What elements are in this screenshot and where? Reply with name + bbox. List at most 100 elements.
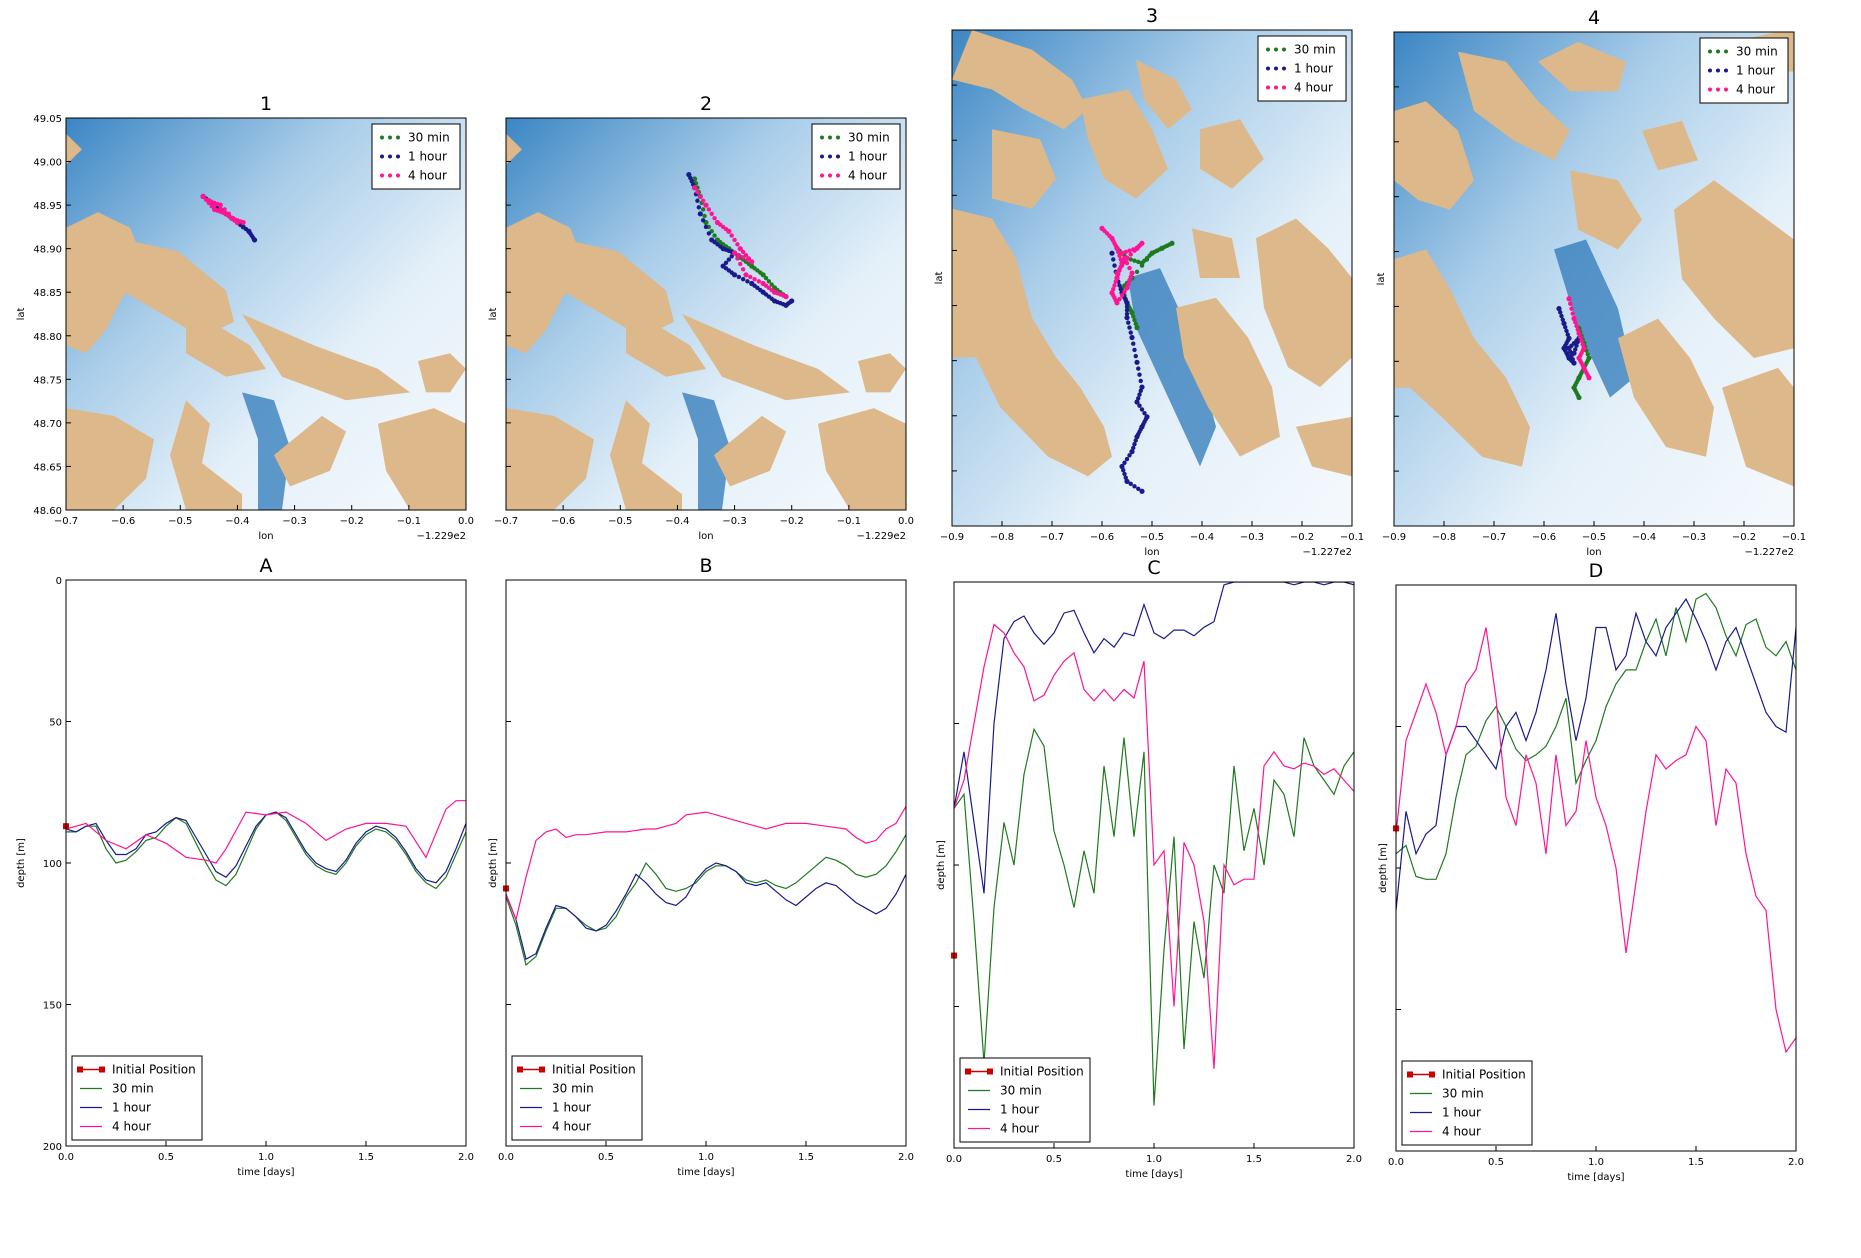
data-point: [1154, 248, 1160, 253]
legend-label: 1 hour: [552, 1101, 591, 1115]
y-axis-label: depth [m]: [1378, 843, 1389, 893]
data-point: [1134, 434, 1140, 440]
data-point: [1571, 315, 1577, 322]
land: [858, 353, 906, 393]
data-point: [1565, 332, 1570, 337]
data-point: [1586, 375, 1592, 381]
land: [1722, 367, 1794, 487]
legend-marker: [1716, 49, 1720, 54]
data-point: [1138, 378, 1143, 384]
x-axis-label: lon: [1586, 547, 1601, 558]
depthD-panel: D 0.0 0.5 1.0 1.5 2.0 time [days] depth [m] Init…: [1378, 560, 1804, 1183]
data-point: [1122, 259, 1127, 265]
legend-marker: [1282, 85, 1286, 90]
land: [952, 30, 1088, 130]
land: [186, 306, 266, 377]
x-tick-label: −0.1: [1782, 532, 1806, 543]
data-point: [1137, 403, 1142, 408]
data-point: [712, 215, 717, 221]
land: [992, 129, 1056, 209]
data-point: [1134, 399, 1140, 405]
data-point: [200, 193, 206, 199]
data-point: [222, 207, 227, 212]
land: [818, 408, 906, 510]
data-point: [731, 272, 738, 278]
data-point: [1118, 257, 1123, 262]
x-tick-label: 1.5: [358, 1152, 374, 1163]
x-tick-label: −0.2: [780, 516, 804, 527]
data-point: [1123, 475, 1128, 480]
data-point: [1117, 283, 1122, 288]
x-tick-label: −0.3: [1682, 532, 1706, 543]
legend-label: 4 hour: [1442, 1125, 1481, 1139]
data-point: [1112, 263, 1117, 268]
data-point: [1574, 323, 1579, 329]
legend-marker: [836, 173, 840, 178]
data-point: [1133, 321, 1138, 327]
data-point: [1126, 282, 1131, 287]
y-tick-label: 200: [43, 1142, 62, 1153]
data-point: [1139, 384, 1145, 390]
land: [242, 314, 410, 401]
legend-marker: [1724, 49, 1728, 54]
legend-label: 30 min: [1294, 43, 1336, 57]
x-tick-label: −0.4: [1632, 532, 1656, 543]
series-line-4-hour: [954, 623, 1354, 1069]
series-line-1-hour: [506, 862, 906, 961]
legend-marker: [1708, 68, 1712, 73]
data-point: [737, 246, 743, 252]
data-point: [1114, 300, 1120, 306]
legend-label: Initial Position: [1442, 1068, 1526, 1082]
legend-label: 4 hour: [1294, 81, 1333, 95]
x-tick-label: −0.5: [1582, 532, 1606, 543]
legend-marker: [388, 135, 392, 140]
data-point: [702, 213, 707, 219]
deep-channel: [682, 392, 730, 510]
data-point: [1128, 274, 1133, 279]
map3-panel: 3 −0.9 −0.8 −0.7 −0.6 −0.5 −0.4 −0.3 −0.2 −0.1 lon…: [934, 5, 1364, 558]
x-tick-label: −0.5: [1140, 532, 1164, 543]
x-axis-label: time [days]: [1125, 1169, 1182, 1180]
data-point: [740, 267, 746, 272]
legend-marker: [380, 135, 384, 140]
data-point: [1559, 313, 1564, 319]
data-point: [695, 198, 700, 203]
legend-marker: [396, 173, 400, 178]
y-tick-label: 48.95: [33, 201, 62, 212]
data-point: [212, 202, 217, 208]
data-point: [703, 202, 709, 208]
legend-marker: [965, 1068, 971, 1075]
legend-label: 1 hour: [408, 150, 447, 164]
data-point: [1144, 257, 1150, 262]
data-point: [1129, 310, 1135, 316]
data-point: [1578, 334, 1583, 340]
x-tick-label: 1.5: [798, 1152, 814, 1163]
y-tick-label: 100: [43, 859, 62, 870]
x-axis-label: time [days]: [677, 1167, 734, 1178]
x-tick-label: −0.5: [608, 516, 632, 527]
data-point: [1124, 315, 1130, 321]
legend-label: 30 min: [408, 131, 450, 145]
series-line-4-hour: [66, 800, 466, 864]
data-point: [723, 260, 729, 266]
x-tick-label: 1.5: [1688, 1157, 1704, 1168]
land: [626, 306, 706, 377]
legend-box: [1699, 37, 1789, 104]
data-point: [740, 255, 746, 260]
data-point: [1124, 300, 1130, 306]
land: [1136, 59, 1192, 130]
data-point: [1573, 347, 1578, 352]
data-point: [1119, 463, 1125, 470]
data-point: [1111, 286, 1116, 292]
data-point: [1132, 258, 1137, 263]
legend-box: [1257, 35, 1347, 102]
y-tick-label: 48.70: [33, 419, 62, 430]
data-point: [1139, 407, 1145, 412]
land: [66, 408, 154, 510]
land: [1296, 416, 1352, 477]
data-point: [766, 279, 772, 284]
data-point: [1129, 449, 1135, 455]
data-point: [1137, 372, 1142, 377]
land: [546, 235, 674, 338]
legend: 30 min 1 hour 4 hour: [1699, 37, 1789, 104]
